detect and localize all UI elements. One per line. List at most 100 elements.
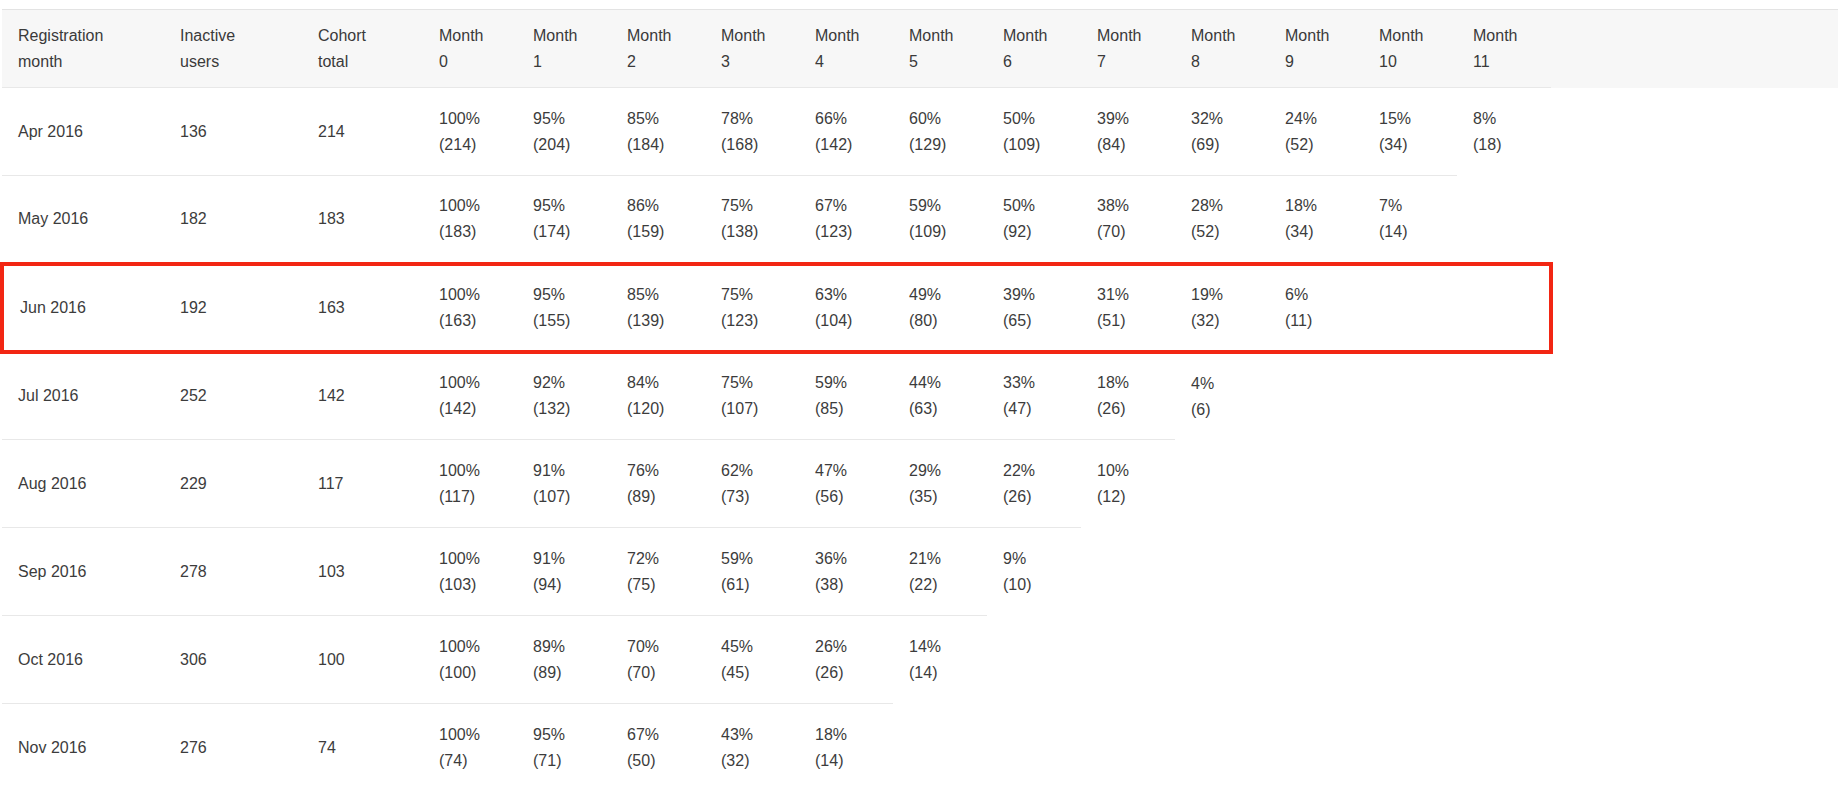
registration-month-cell: Nov 2016 bbox=[2, 704, 164, 792]
retention-count: (107) bbox=[721, 396, 793, 422]
month-7-cell bbox=[1081, 528, 1175, 616]
inactive-users-cell: 229 bbox=[164, 440, 302, 528]
table-row[interactable]: Sep 2016278103100%(103)91%(94)72%(75)59%… bbox=[2, 528, 1838, 616]
month-0-cell: 100%(183) bbox=[423, 176, 517, 264]
table-row[interactable]: Oct 2016306100100%(100)89%(89)70%(70)45%… bbox=[2, 616, 1838, 704]
month-5-cell: 60%(129) bbox=[893, 88, 987, 176]
retention-count: (163) bbox=[439, 308, 511, 334]
retention-percent: 75% bbox=[721, 193, 793, 219]
cohort-total-cell: 163 bbox=[302, 264, 423, 352]
month-11-cell bbox=[1457, 440, 1551, 528]
retention-percent: 43% bbox=[721, 722, 793, 748]
table-row[interactable]: Jul 2016252142100%(142)92%(132)84%(120)7… bbox=[2, 352, 1838, 440]
inactive-users-cell: 278 bbox=[164, 528, 302, 616]
retention-percent: 59% bbox=[909, 193, 981, 219]
month-2-cell: 67%(50) bbox=[611, 704, 705, 792]
inactive-users-cell: 276 bbox=[164, 704, 302, 792]
retention-count: (80) bbox=[909, 308, 981, 334]
column-header-month-1: Month 1 bbox=[517, 10, 611, 88]
month-10-cell bbox=[1363, 528, 1457, 616]
month-4-cell: 18%(14) bbox=[799, 704, 893, 792]
retention-count: (38) bbox=[815, 572, 887, 598]
table-header: Registration monthInactive usersCohort t… bbox=[2, 10, 1838, 88]
retention-percent: 39% bbox=[1003, 282, 1075, 308]
registration-month-cell: Jun 2016 bbox=[2, 264, 164, 352]
retention-percent: 19% bbox=[1191, 282, 1263, 308]
retention-percent: 95% bbox=[533, 106, 605, 132]
retention-percent: 7% bbox=[1379, 193, 1451, 219]
retention-percent: 18% bbox=[1285, 193, 1357, 219]
table-row[interactable]: Apr 2016136214100%(214)95%(204)85%(184)7… bbox=[2, 88, 1838, 176]
retention-percent: 91% bbox=[533, 546, 605, 572]
month-2-cell: 72%(75) bbox=[611, 528, 705, 616]
retention-percent: 78% bbox=[721, 106, 793, 132]
retention-count: (22) bbox=[909, 572, 981, 598]
table-row[interactable]: Nov 201627674100%(74)95%(71)67%(50)43%(3… bbox=[2, 704, 1838, 792]
retention-percent: 85% bbox=[627, 282, 699, 308]
registration-month-cell: Sep 2016 bbox=[2, 528, 164, 616]
header-filler bbox=[1551, 10, 1838, 88]
retention-count: (63) bbox=[909, 396, 981, 422]
month-6-cell: 50%(109) bbox=[987, 88, 1081, 176]
retention-count: (107) bbox=[533, 484, 605, 510]
month-3-cell: 59%(61) bbox=[705, 528, 799, 616]
month-1-cell: 92%(132) bbox=[517, 352, 611, 440]
month-9-cell bbox=[1269, 704, 1363, 792]
retention-count: (56) bbox=[815, 484, 887, 510]
month-8-cell: 4%(6) bbox=[1175, 352, 1269, 440]
month-0-cell: 100%(214) bbox=[423, 88, 517, 176]
month-8-cell bbox=[1175, 616, 1269, 704]
row-filler bbox=[1551, 704, 1838, 792]
month-4-cell: 26%(26) bbox=[799, 616, 893, 704]
retention-percent: 62% bbox=[721, 458, 793, 484]
retention-percent: 33% bbox=[1003, 370, 1075, 396]
column-header-month-2: Month 2 bbox=[611, 10, 705, 88]
retention-count: (32) bbox=[721, 748, 793, 774]
month-9-cell: 24%(52) bbox=[1269, 88, 1363, 176]
month-8-cell bbox=[1175, 440, 1269, 528]
retention-count: (52) bbox=[1285, 132, 1357, 158]
month-9-cell: 6%(11) bbox=[1269, 264, 1363, 352]
month-0-cell: 100%(117) bbox=[423, 440, 517, 528]
month-9-cell bbox=[1269, 616, 1363, 704]
month-10-cell bbox=[1363, 440, 1457, 528]
retention-count: (214) bbox=[439, 132, 511, 158]
month-4-cell: 66%(142) bbox=[799, 88, 893, 176]
retention-percent: 4% bbox=[1191, 371, 1263, 397]
retention-percent: 67% bbox=[627, 722, 699, 748]
retention-percent: 100% bbox=[439, 370, 511, 396]
retention-count: (104) bbox=[815, 308, 887, 334]
month-5-cell: 29%(35) bbox=[893, 440, 987, 528]
retention-count: (75) bbox=[627, 572, 699, 598]
retention-count: (74) bbox=[439, 748, 511, 774]
retention-percent: 100% bbox=[439, 106, 511, 132]
month-10-cell bbox=[1363, 264, 1457, 352]
column-header-month-7: Month 7 bbox=[1081, 10, 1175, 88]
month-1-cell: 91%(94) bbox=[517, 528, 611, 616]
retention-percent: 38% bbox=[1097, 193, 1169, 219]
table-row[interactable]: Aug 2016229117100%(117)91%(107)76%(89)62… bbox=[2, 440, 1838, 528]
retention-count: (103) bbox=[439, 572, 511, 598]
month-2-cell: 86%(159) bbox=[611, 176, 705, 264]
table-row[interactable]: May 2016182183100%(183)95%(174)86%(159)7… bbox=[2, 176, 1838, 264]
month-8-cell bbox=[1175, 528, 1269, 616]
retention-percent: 44% bbox=[909, 370, 981, 396]
retention-count: (12) bbox=[1097, 484, 1169, 510]
month-0-cell: 100%(163) bbox=[423, 264, 517, 352]
retention-percent: 50% bbox=[1003, 193, 1075, 219]
retention-count: (204) bbox=[533, 132, 605, 158]
retention-count: (14) bbox=[909, 660, 981, 686]
retention-percent: 39% bbox=[1097, 106, 1169, 132]
retention-percent: 49% bbox=[909, 282, 981, 308]
month-6-cell: 9%(10) bbox=[987, 528, 1081, 616]
registration-month-cell: Apr 2016 bbox=[2, 88, 164, 176]
month-4-cell: 47%(56) bbox=[799, 440, 893, 528]
retention-count: (184) bbox=[627, 132, 699, 158]
retention-count: (155) bbox=[533, 308, 605, 334]
highlighted-row[interactable]: Jun 2016192163100%(163)95%(155)85%(139)7… bbox=[2, 264, 1838, 352]
retention-percent: 100% bbox=[439, 458, 511, 484]
cohort-total-cell: 74 bbox=[302, 704, 423, 792]
retention-count: (35) bbox=[909, 484, 981, 510]
month-3-cell: 43%(32) bbox=[705, 704, 799, 792]
retention-count: (159) bbox=[627, 219, 699, 245]
